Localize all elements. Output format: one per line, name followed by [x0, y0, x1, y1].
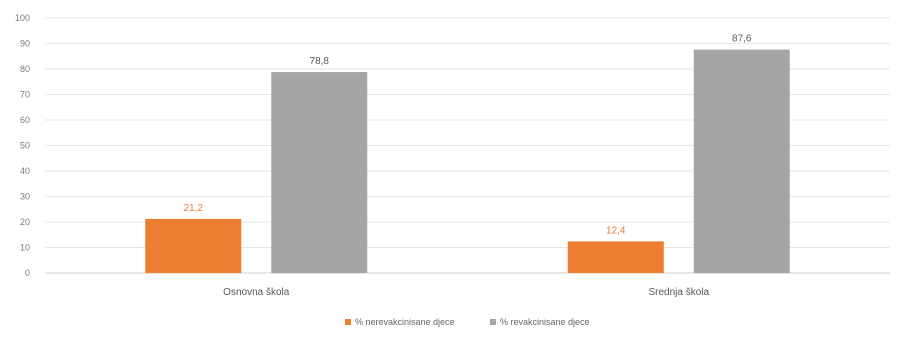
x-axis: Osnovna škola Srednja škola [223, 287, 709, 298]
y-tick-label: 90 [20, 39, 30, 49]
bar [567, 241, 664, 273]
bar [693, 49, 790, 274]
legend-swatch [345, 319, 351, 325]
legend: % nerevakcinisane djece % revakcinisane d… [345, 317, 590, 327]
bar [145, 218, 242, 273]
y-tick-label: 70 [20, 90, 30, 100]
data-label: 12,4 [606, 225, 626, 236]
y-tick-label: 0 [25, 268, 30, 278]
legend-swatch [490, 319, 496, 325]
category-label: Srednja škola [648, 287, 709, 298]
y-tick-label: 100 [15, 13, 30, 23]
data-label: 87,6 [732, 34, 752, 45]
y-tick-label: 30 [20, 192, 30, 202]
y-tick-label: 40 [20, 166, 30, 176]
data-label: 78,8 [310, 56, 330, 67]
legend-label: % revakcinisane djece [500, 317, 590, 327]
bars-layer: 21,2 78,8 12,4 87,6 [145, 34, 790, 274]
y-tick-label: 20 [20, 217, 30, 227]
legend-label: % nerevakcinisane djece [355, 317, 455, 327]
data-label: 21,2 [184, 203, 204, 214]
category-label: Osnovna škola [223, 287, 290, 298]
y-axis: 0 10 20 30 40 50 60 70 80 90 100 [15, 13, 30, 278]
y-tick-label: 10 [20, 243, 30, 253]
bar [271, 72, 368, 273]
y-tick-label: 60 [20, 115, 30, 125]
y-tick-label: 50 [20, 141, 30, 151]
y-tick-label: 80 [20, 64, 30, 74]
